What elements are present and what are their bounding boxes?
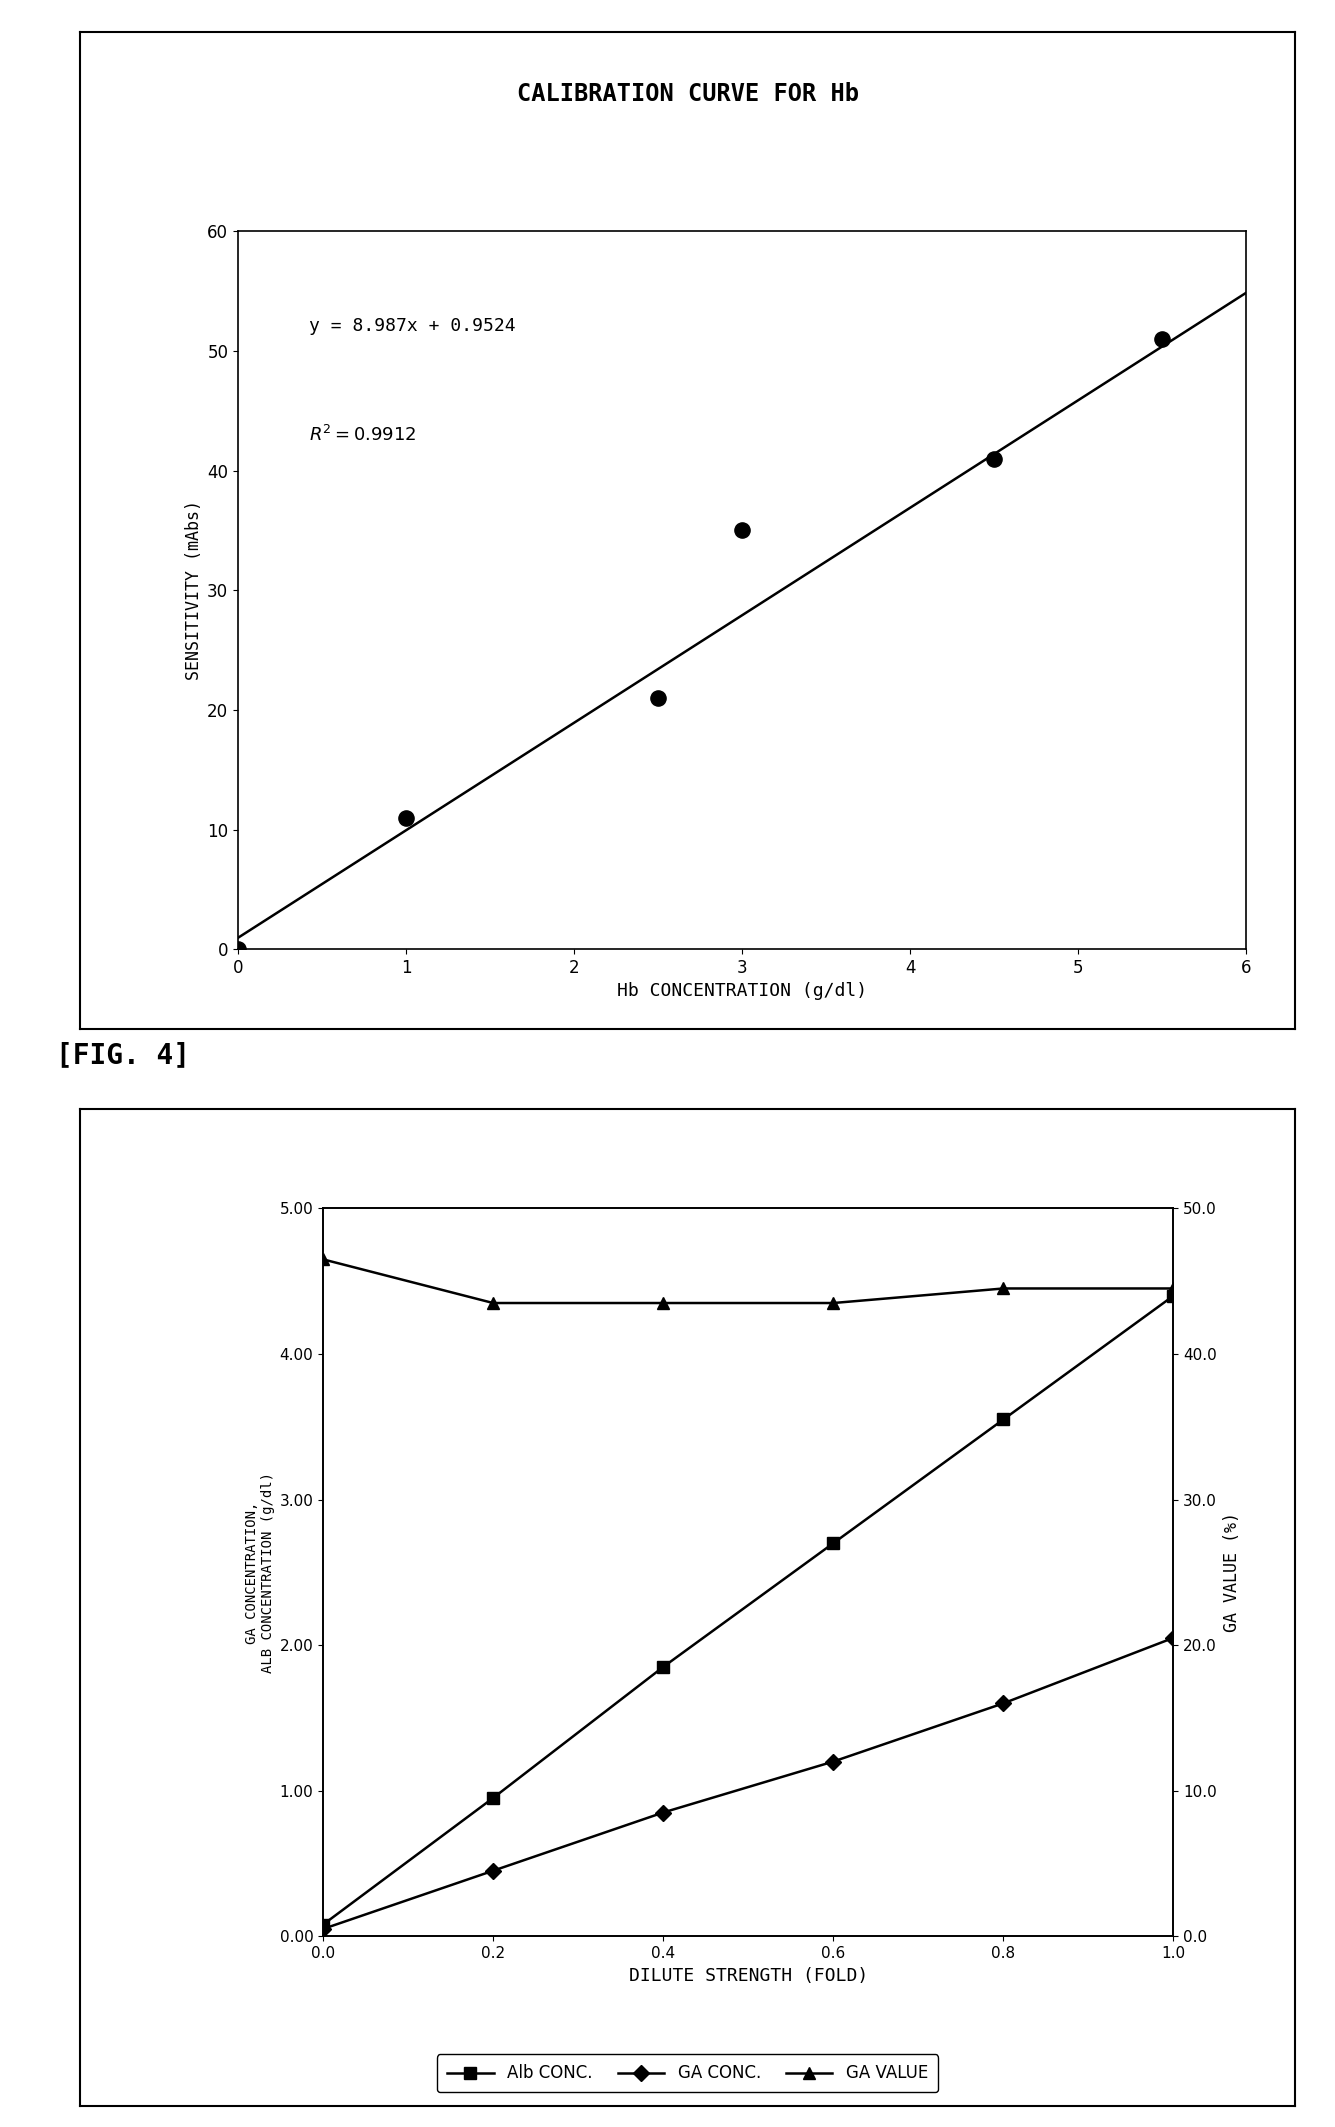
Text: CALIBRATION CURVE FOR Hb: CALIBRATION CURVE FOR Hb bbox=[517, 81, 858, 106]
GA VALUE bbox=[655, 1291, 672, 1317]
Y-axis label: GA VALUE (%): GA VALUE (%) bbox=[1223, 1512, 1240, 1631]
GA VALUE bbox=[825, 1291, 841, 1317]
GA VALUE bbox=[315, 1246, 331, 1272]
GA VALUE bbox=[1165, 1276, 1181, 1302]
GA VALUE bbox=[996, 1276, 1012, 1302]
Text: [FIG. 4]: [FIG. 4] bbox=[56, 1040, 190, 1068]
GA VALUE bbox=[485, 1291, 501, 1317]
Legend: Alb CONC., GA CONC., GA VALUE: Alb CONC., GA CONC., GA VALUE bbox=[437, 2055, 939, 2093]
Line: GA VALUE: GA VALUE bbox=[316, 1253, 1180, 1310]
